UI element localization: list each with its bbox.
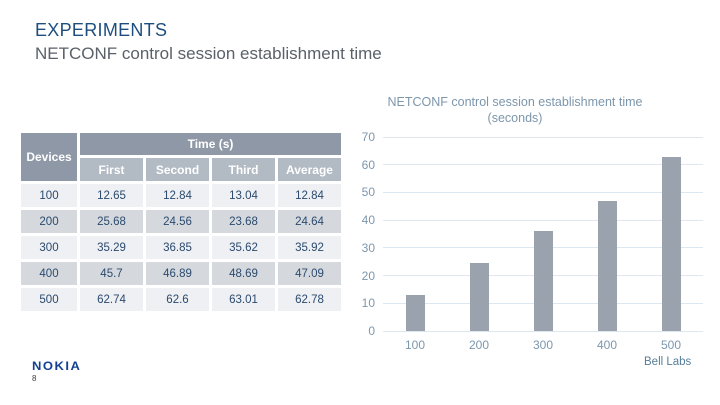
nokia-logo: NOKIA bbox=[32, 359, 82, 373]
chart-x-axis: 100 200 300 400 500 bbox=[383, 338, 703, 354]
x-axis-tick-label: 300 bbox=[532, 338, 554, 352]
chart-gridline bbox=[383, 191, 703, 193]
y-axis-tick-label: 60 bbox=[361, 157, 375, 172]
table-cell: 12.84 bbox=[278, 184, 341, 207]
table-cell: 400 bbox=[21, 262, 77, 285]
chart-gridline bbox=[383, 219, 703, 221]
chart-gridline bbox=[383, 330, 703, 332]
x-axis-tick-label: 400 bbox=[596, 338, 618, 352]
bell-labs-label: Bell Labs bbox=[644, 356, 692, 368]
chart-bar bbox=[469, 262, 489, 331]
chart-bar bbox=[597, 200, 617, 331]
table-cell: 62.78 bbox=[278, 288, 341, 311]
table-cell: 62.6 bbox=[146, 288, 209, 311]
y-axis-tick-label: 50 bbox=[361, 185, 375, 200]
table-cell: 500 bbox=[21, 288, 77, 311]
chart-y-axis: 0 10 20 30 40 50 60 70 bbox=[345, 130, 375, 338]
table-subheader: Second bbox=[146, 158, 209, 181]
table-cell: 100 bbox=[21, 184, 77, 207]
table-row: 500 62.74 62.6 63.01 62.78 bbox=[21, 288, 341, 311]
table-cell: 62.74 bbox=[80, 288, 143, 311]
table-cell: 12.84 bbox=[146, 184, 209, 207]
table-header-devices: Devices bbox=[21, 133, 77, 181]
table-cell: 35.29 bbox=[80, 236, 143, 259]
table-body: 100 12.65 12.84 13.04 12.84 200 25.68 24.56 23.6… bbox=[21, 184, 341, 311]
slide-title: EXPERIMENTS bbox=[35, 20, 168, 40]
y-axis-tick-label: 10 bbox=[361, 296, 375, 311]
chart-gridline bbox=[383, 164, 703, 166]
x-axis-tick-label: 200 bbox=[468, 338, 490, 352]
y-axis-tick-label: 70 bbox=[361, 130, 375, 144]
y-axis-tick-label: 20 bbox=[361, 268, 375, 283]
table-cell: 35.92 bbox=[278, 236, 341, 259]
y-axis-tick-label: 40 bbox=[361, 213, 375, 228]
results-table: Devices Time (s) First Second Third Average… bbox=[18, 130, 344, 314]
table-row: 400 45.7 46.89 48.69 47.09 bbox=[21, 262, 341, 285]
table-subheader: First bbox=[80, 158, 143, 181]
table-cell: 300 bbox=[21, 236, 77, 259]
y-axis-tick-label: 0 bbox=[368, 324, 375, 338]
table-row: 200 25.68 24.56 23.68 24.64 bbox=[21, 210, 341, 233]
chart-gridline bbox=[383, 136, 703, 138]
table-cell: 35.62 bbox=[212, 236, 275, 259]
table-subheader: Average bbox=[278, 158, 341, 181]
table-cell: 48.69 bbox=[212, 262, 275, 285]
chart-title: NETCONF control session establishment ti… bbox=[387, 95, 643, 126]
table-cell: 36.85 bbox=[146, 236, 209, 259]
table-header-time: Time (s) bbox=[80, 133, 341, 155]
table-cell: 23.68 bbox=[212, 210, 275, 233]
chart-bar bbox=[405, 295, 425, 331]
table-cell: 63.01 bbox=[212, 288, 275, 311]
table-cell: 200 bbox=[21, 210, 77, 233]
slide-subtitle: NETCONF control session establishment ti… bbox=[35, 44, 382, 63]
table-cell: 24.56 bbox=[146, 210, 209, 233]
table-row: 100 12.65 12.84 13.04 12.84 bbox=[21, 184, 341, 207]
table-cell: 12.65 bbox=[80, 184, 143, 207]
table-cell: 24.64 bbox=[278, 210, 341, 233]
table-cell: 46.89 bbox=[146, 262, 209, 285]
chart-plot bbox=[383, 136, 703, 332]
chart-bar bbox=[533, 231, 553, 331]
table-cell: 47.09 bbox=[278, 262, 341, 285]
table-cell: 45.7 bbox=[80, 262, 143, 285]
x-axis-tick-label: 500 bbox=[660, 338, 682, 352]
table-cell: 25.68 bbox=[80, 210, 143, 233]
table-header: Devices Time (s) First Second Third Average bbox=[21, 133, 341, 181]
table-row: 300 35.29 36.85 35.62 35.92 bbox=[21, 236, 341, 259]
chart-bar bbox=[661, 157, 681, 331]
table-subheader: Third bbox=[212, 158, 275, 181]
table-cell: 13.04 bbox=[212, 184, 275, 207]
y-axis-tick-label: 30 bbox=[361, 240, 375, 255]
table-subheader-row: First Second Third Average bbox=[21, 158, 341, 181]
page-number: 8 bbox=[32, 374, 37, 383]
x-axis-tick-label: 100 bbox=[404, 338, 426, 352]
